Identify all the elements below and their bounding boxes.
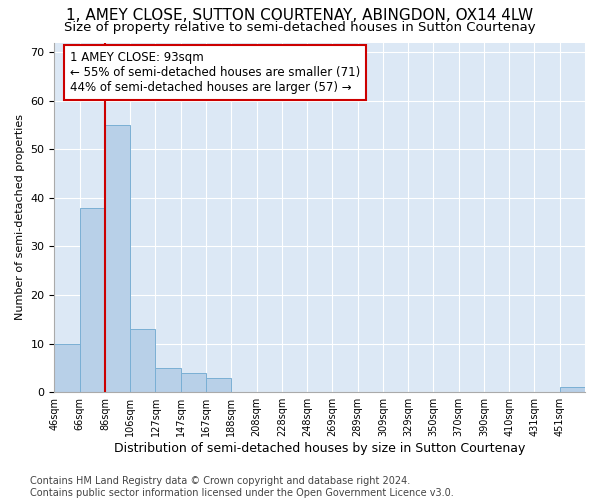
Text: 1, AMEY CLOSE, SUTTON COURTENAY, ABINGDON, OX14 4LW: 1, AMEY CLOSE, SUTTON COURTENAY, ABINGDO…: [67, 8, 533, 22]
Text: 1 AMEY CLOSE: 93sqm
← 55% of semi-detached houses are smaller (71)
44% of semi-d: 1 AMEY CLOSE: 93sqm ← 55% of semi-detach…: [70, 51, 361, 94]
Bar: [206, 378, 231, 392]
Text: Contains HM Land Registry data © Crown copyright and database right 2024.
Contai: Contains HM Land Registry data © Crown c…: [30, 476, 454, 498]
Bar: [181, 373, 206, 392]
Bar: [55, 344, 80, 392]
Bar: [560, 388, 585, 392]
X-axis label: Distribution of semi-detached houses by size in Sutton Courtenay: Distribution of semi-detached houses by …: [114, 442, 526, 455]
Text: Size of property relative to semi-detached houses in Sutton Courtenay: Size of property relative to semi-detach…: [64, 21, 536, 34]
Bar: [130, 329, 155, 392]
Bar: [105, 125, 130, 392]
Bar: [155, 368, 181, 392]
Bar: [80, 208, 105, 392]
Y-axis label: Number of semi-detached properties: Number of semi-detached properties: [15, 114, 25, 320]
